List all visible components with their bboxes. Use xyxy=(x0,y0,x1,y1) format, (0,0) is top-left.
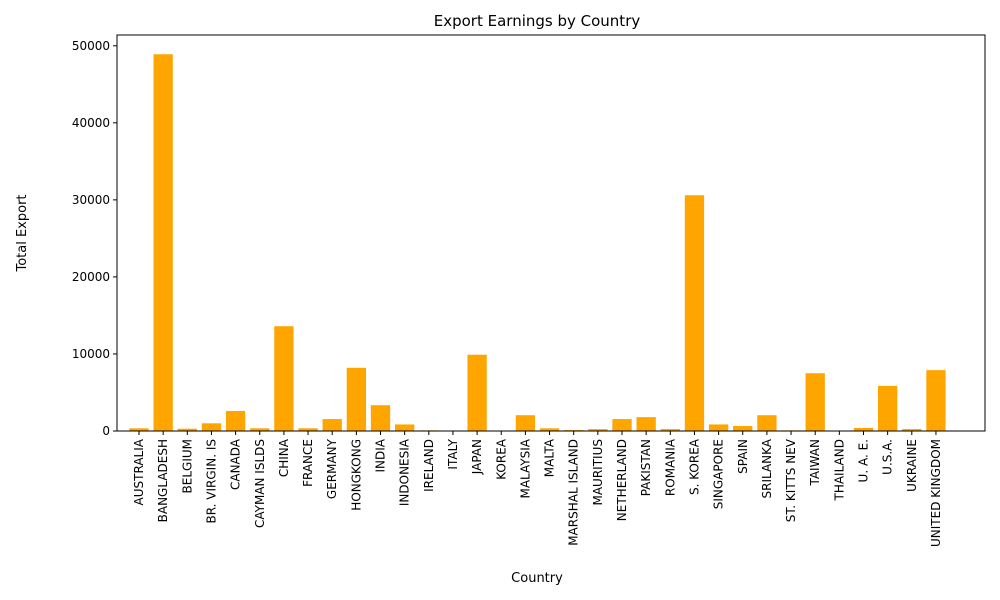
x-tick-label: FRANCE xyxy=(301,439,315,487)
x-tick-label: THAILAND xyxy=(832,439,846,502)
x-tick-label: MALTA xyxy=(543,438,557,477)
bar-bangladesh xyxy=(153,54,173,431)
bar-br-virgin-is xyxy=(201,423,222,431)
bar-malaysia xyxy=(515,415,536,431)
bar-malta xyxy=(539,428,560,431)
x-tick-label: UKRAINE xyxy=(905,439,919,492)
x-tick-label: TAIWAN xyxy=(808,439,822,487)
bar-united-kingdom xyxy=(926,370,946,431)
x-tick-label: U.S.A. xyxy=(881,439,895,475)
bar-spain xyxy=(733,425,753,431)
chart-title: Export Earnings by Country xyxy=(434,12,641,30)
bar-s-korea xyxy=(684,195,705,431)
x-tick-label: HONGKONG xyxy=(349,439,363,511)
y-tick-label: 0 xyxy=(102,424,110,438)
bar-srilanka xyxy=(757,415,777,431)
x-tick-label: CAYMAN ISLDS xyxy=(253,439,267,528)
bar-u-a-e xyxy=(853,427,874,431)
x-axis-label: Country xyxy=(511,571,563,586)
bar-singapore xyxy=(708,424,729,431)
y-axis-label: Total Export xyxy=(15,194,30,272)
plot-frame xyxy=(116,34,986,432)
y-tick-label: 10000 xyxy=(72,347,110,361)
y-tick-label: 30000 xyxy=(72,193,110,207)
bar-mauritius xyxy=(588,429,608,431)
x-tick-label: ST. KITTS NEV xyxy=(784,438,798,522)
x-tick-label: INDIA xyxy=(374,438,388,472)
y-tick-label: 50000 xyxy=(72,39,110,53)
bar-japan xyxy=(467,354,487,431)
bar-china xyxy=(274,326,294,431)
x-tick-label: MARSHAL ISLAND xyxy=(567,439,581,546)
x-tick-label: GERMANY xyxy=(325,438,339,499)
bar-india xyxy=(370,405,391,431)
x-tick-label: S. KOREA xyxy=(687,438,701,495)
x-tick-label: BR. VIRGIN. IS xyxy=(204,439,218,523)
x-tick-label: SPAIN xyxy=(736,439,750,474)
x-tick-label: ROMANIA xyxy=(663,438,677,496)
x-tick-label: INDONESIA xyxy=(398,438,412,506)
x-axis: AUSTRALIA BANGLADESH BELGIUM BR. VIRGIN. IS… xyxy=(132,431,943,547)
bar-cayman-islds xyxy=(250,428,270,431)
x-tick-label: CHINA xyxy=(277,438,291,477)
bar-australia xyxy=(129,428,149,431)
x-tick-label: SINGAPORE xyxy=(712,439,726,509)
x-tick-label: U. A. E. xyxy=(857,439,871,482)
y-tick-label: 20000 xyxy=(72,270,110,284)
bar-france xyxy=(298,428,318,431)
bar-belgium xyxy=(177,428,197,431)
bar-ukraine xyxy=(902,429,922,431)
bar-netherland xyxy=(612,419,632,431)
x-tick-label: JAPAN xyxy=(470,439,484,475)
bar-romania xyxy=(660,429,680,431)
x-tick-label: NETHERLAND xyxy=(615,439,629,521)
x-tick-label: MALAYSIA xyxy=(518,438,532,498)
x-tick-label: BANGLADESH xyxy=(156,439,170,522)
x-tick-label: PAKISTAN xyxy=(639,439,653,496)
bar-pakistan xyxy=(636,417,656,431)
x-tick-label: AUSTRALIA xyxy=(132,438,146,505)
y-axis: 0 10000 20000 30000 40000 50000 xyxy=(72,39,117,438)
bars-group xyxy=(129,54,946,431)
x-tick-label: SRILANKA xyxy=(760,438,774,498)
x-tick-label: KOREA xyxy=(494,438,508,480)
x-tick-label: MAURITIUS xyxy=(591,439,605,506)
bar-canada xyxy=(225,410,246,431)
x-tick-label: CANADA xyxy=(229,438,243,490)
bar-hongkong xyxy=(346,367,366,431)
y-tick-label: 40000 xyxy=(72,116,110,130)
x-tick-label: ITALY xyxy=(446,438,460,469)
bar-taiwan xyxy=(805,373,825,431)
bar-germany xyxy=(322,419,342,431)
x-tick-label: UNITED KINGDOM xyxy=(929,439,943,547)
bar-indonesia xyxy=(395,424,415,431)
bar-u-s-a xyxy=(878,385,898,431)
x-tick-label: IRELAND xyxy=(422,439,436,492)
x-tick-label: BELGIUM xyxy=(180,439,194,493)
